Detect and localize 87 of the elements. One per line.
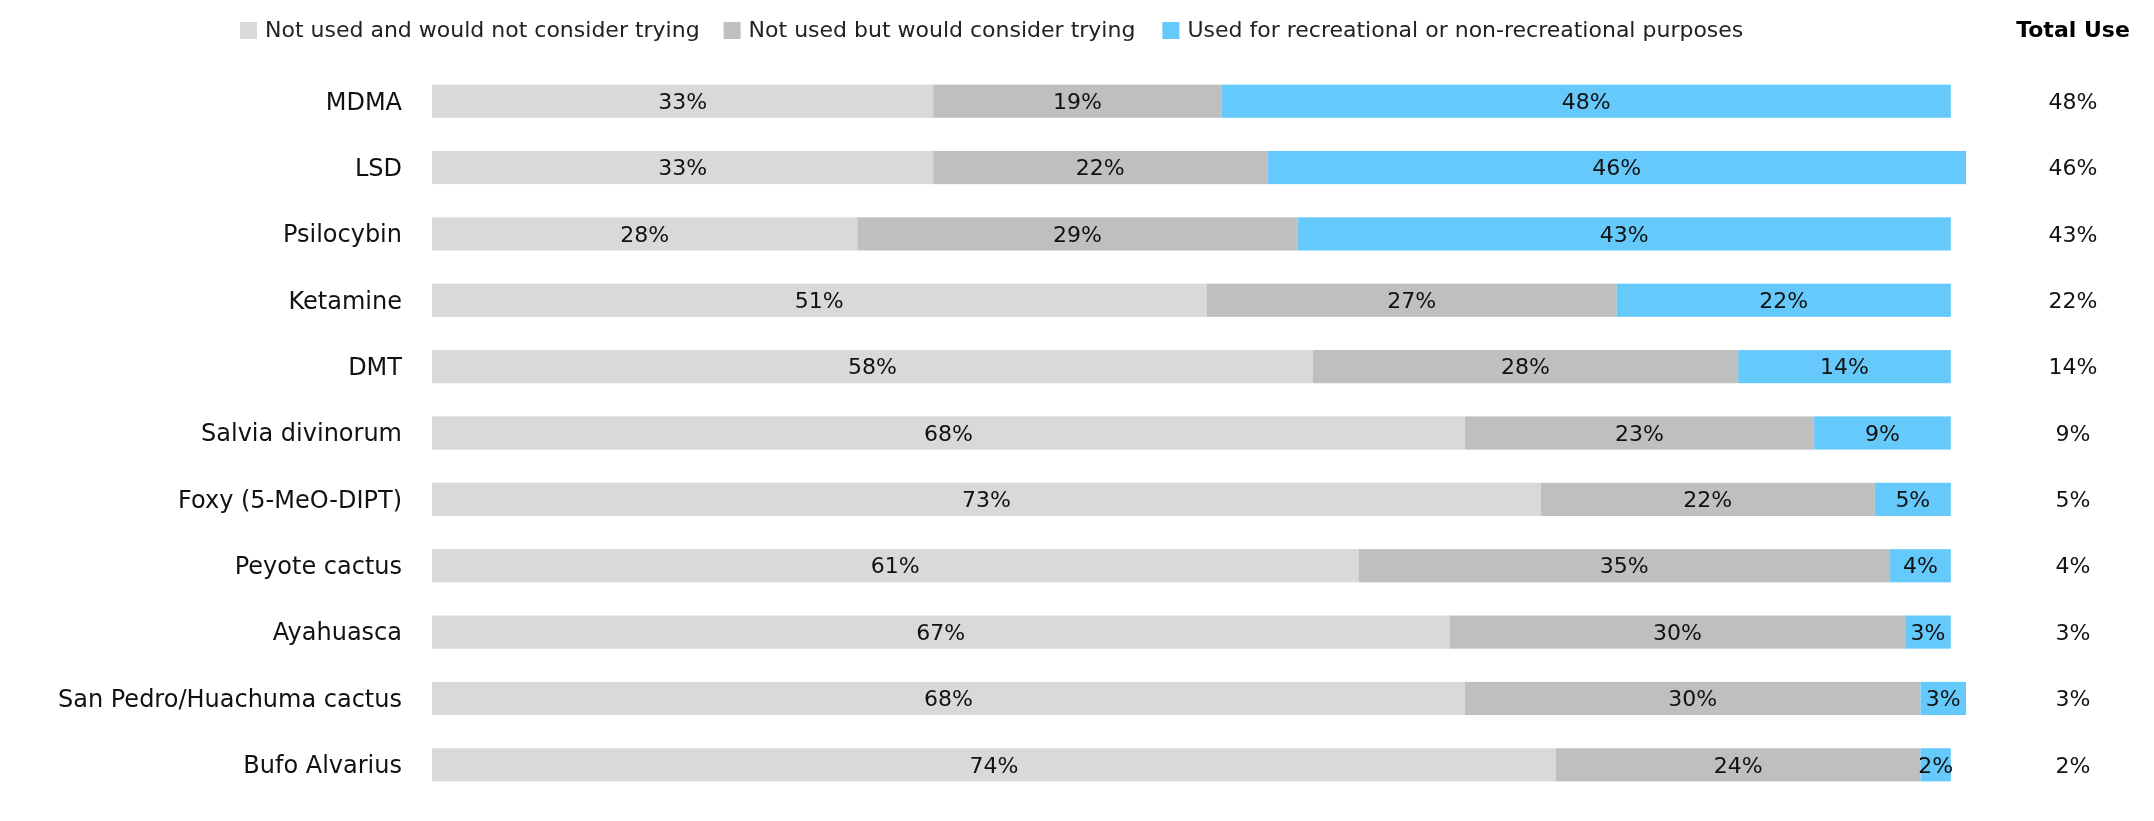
data-label: 33% [658,155,708,181]
bar [432,150,934,185]
data-label: 29% [1053,221,1102,247]
data-label: 67% [916,619,966,645]
y-tick-label: Ketamine [288,286,402,315]
data-label: 46% [1592,155,1642,181]
text: 3% [2055,686,2091,712]
data-label: 58% [848,354,897,380]
text: 5% [2055,487,2091,513]
data-label: 35% [1599,553,1649,579]
bar [432,350,1313,384]
y-tick-label: Peyote cactus [234,552,402,581]
bar [432,482,1541,516]
data-label: 22% [1075,155,1125,181]
bar [432,549,1359,583]
data-label: 74% [969,752,1019,778]
bar [1267,150,1966,185]
bar [1738,350,1951,384]
data-label: 5% [1895,487,1931,513]
data-label: 51% [794,287,844,313]
bar [1221,84,1951,118]
data-label: 68% [923,420,973,446]
y-tick-label: DMT [348,353,403,382]
data-label: 33% [658,88,708,114]
bar [1555,748,1921,782]
bar [1358,549,1891,583]
bar [432,84,934,118]
bar [1449,615,1906,649]
bar [1540,482,1875,516]
bar [1616,283,1951,317]
bar [1297,217,1951,251]
bar [1312,350,1739,384]
bar [432,283,1207,317]
y-tick-label: Psilocybin [282,220,402,249]
data-label: 30% [1652,619,1702,645]
data-label: 24% [1713,752,1763,778]
legend-label: Not used but would consider trying [748,17,1136,42]
legend-label: Used for recreational or non-recreational purposes [1187,17,1744,42]
text: 14% [2048,354,2098,380]
text: 46% [2048,155,2098,181]
text: 3% [2055,619,2091,645]
data-label: 14% [1820,354,1869,380]
data-label: 22% [1759,287,1809,313]
text: 2% [2055,752,2091,778]
data-label: 43% [1599,221,1649,247]
text: 43% [2048,221,2098,247]
y-tick-label: Bufo Alvarius [243,751,402,780]
text: 9% [2055,420,2091,446]
data-label: 4% [1902,553,1938,579]
data-label: 9% [1865,420,1900,446]
data-label: 3% [1925,686,1961,712]
bar [1464,416,1815,450]
data-label: 3% [1910,619,1946,645]
y-tick-label: Salvia divinorum [201,419,402,448]
y-tick-label: LSD [354,153,402,182]
y-tick-label: San Pedro/Huachuma cactus [57,684,402,713]
bar [432,217,858,251]
y-tick-label: Ayahuasca [272,618,402,647]
data-label: 27% [1387,287,1437,313]
data-label: 30% [1668,686,1718,712]
legend-label: Not used and would not consider trying [265,17,700,42]
data-label: 28% [620,221,670,247]
y-tick-label: MDMA [325,87,403,116]
data-label: 19% [1053,88,1102,114]
bar [1814,416,1951,450]
bar [1874,482,1951,516]
data-label: 23% [1615,420,1664,446]
text: 48% [2048,88,2098,114]
y-tick-label: Foxy (5-MeO-DIPT) [178,485,402,514]
text: 4% [2055,553,2091,579]
data-label: 68% [923,686,973,712]
bar [432,681,1465,716]
bar [857,217,1298,251]
text: Total Use [2016,17,2130,42]
bar [432,748,1556,782]
text: 22% [2048,287,2098,313]
data-label: 48% [1561,88,1611,114]
bar [432,416,1465,450]
bar [933,150,1268,185]
bar [933,84,1222,118]
data-label: 28% [1501,354,1550,380]
data-label: 73% [961,487,1011,513]
bar [432,615,1450,649]
data-label: 22% [1683,487,1733,513]
bar [1206,283,1617,317]
bar [1464,681,1921,716]
data-label: 61% [870,553,920,579]
